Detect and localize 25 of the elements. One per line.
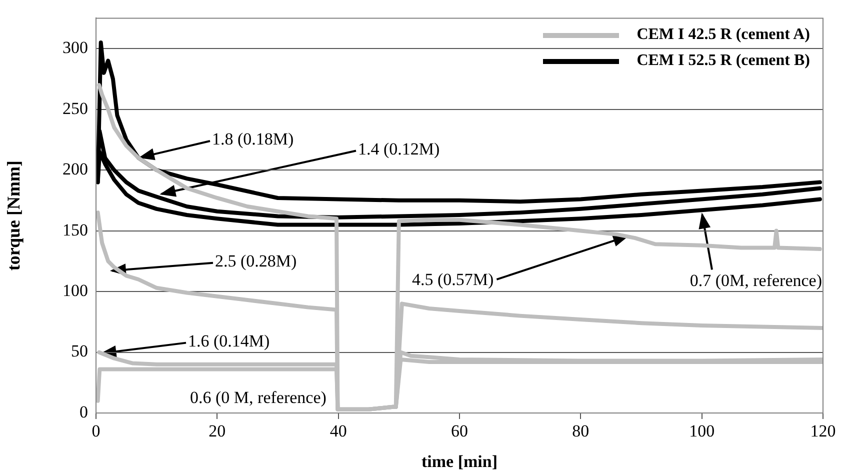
- annotation: 1.6 (0.14M): [188, 331, 270, 350]
- x-tick-label: 80: [572, 422, 590, 441]
- y-tick-label: 150: [62, 220, 88, 240]
- x-axis-title: time [min]: [421, 452, 498, 472]
- x-tick-label: 0: [92, 422, 100, 441]
- y-axis-title: torque [Nmm]: [3, 160, 24, 271]
- y-tick-label: 0: [80, 402, 88, 422]
- x-tick-label: 40: [330, 422, 347, 441]
- y-tick-label: 300: [62, 38, 88, 58]
- annotation: 0.7 (0M, reference): [690, 270, 822, 290]
- y-tick-label: 100: [62, 280, 88, 300]
- legend-label: CEM I 52.5 R (cement B): [636, 52, 810, 70]
- x-tick-label: 120: [810, 422, 836, 441]
- annotation: 2.5 (0.28M): [215, 251, 297, 270]
- annotation: 0.6 (0 M, reference): [190, 388, 326, 407]
- x-tick-label: 20: [208, 422, 226, 441]
- x-tick-label: 100: [689, 422, 715, 441]
- y-tick-label: 250: [62, 98, 88, 118]
- annotation: 1.8 (0.18M): [212, 130, 294, 149]
- y-tick-label: 50: [71, 342, 88, 361]
- annotation: 4.5 (0.57M): [412, 270, 494, 289]
- y-tick-label: 200: [62, 160, 88, 179]
- x-tick-label: 60: [451, 422, 468, 441]
- annotation: 1.4 (0.12M): [358, 139, 440, 158]
- legend-label: CEM I 42.5 R (cement A): [636, 26, 810, 44]
